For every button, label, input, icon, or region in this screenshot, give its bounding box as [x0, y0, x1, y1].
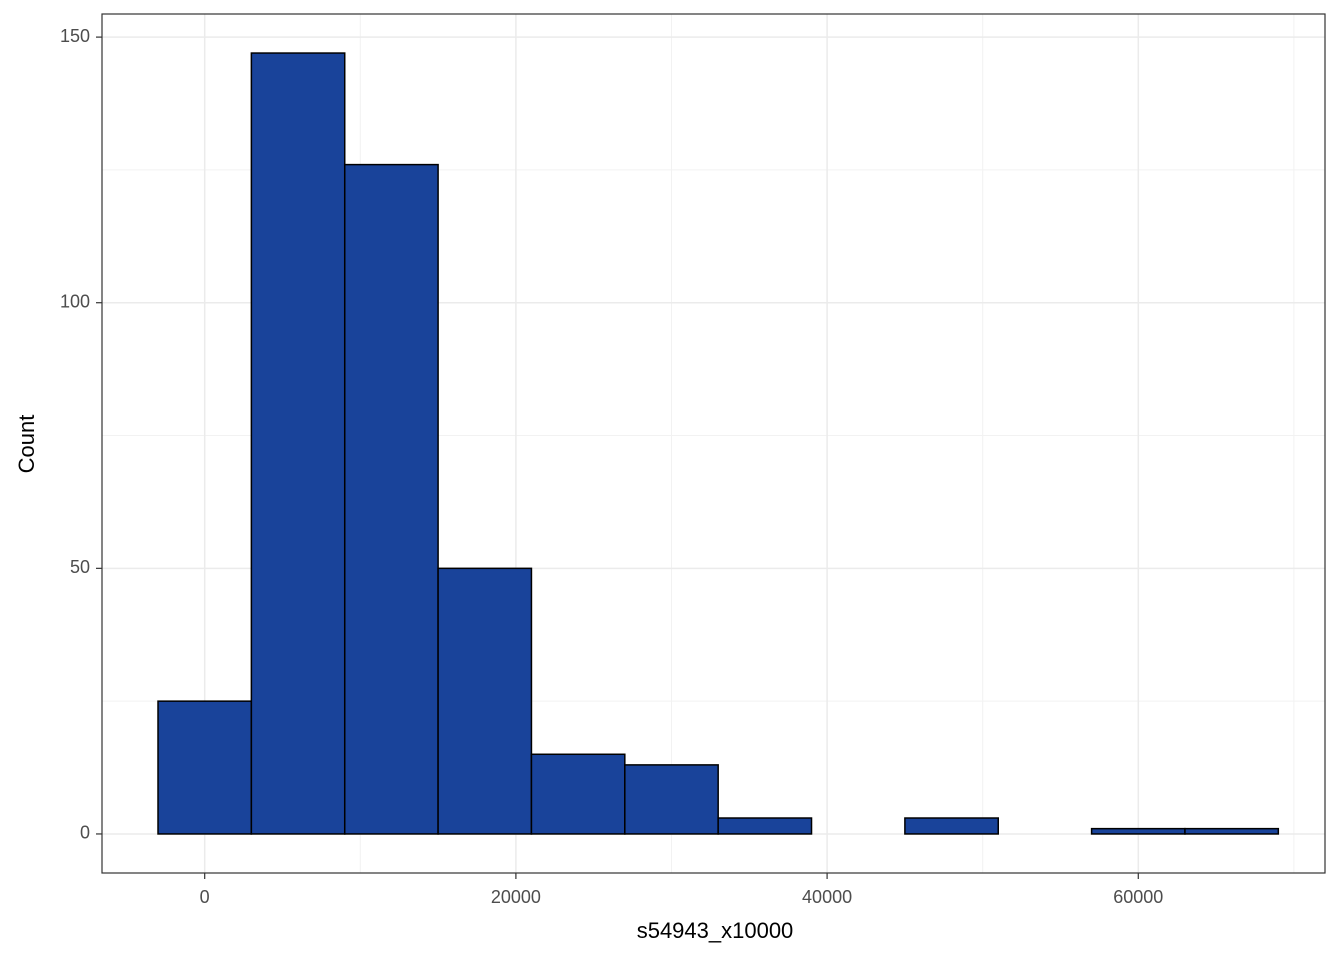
bar	[437, 567, 533, 835]
bar	[1184, 827, 1280, 835]
y-axis-title: Count	[14, 415, 39, 474]
x-tick-label: 40000	[802, 887, 852, 907]
y-tick-label: 50	[70, 557, 90, 577]
y-tick-label: 100	[60, 291, 90, 311]
bar	[1090, 827, 1186, 835]
x-tick-label: 60000	[1113, 887, 1163, 907]
bar	[250, 52, 346, 835]
x-axis-title: s54943_x10000	[637, 918, 794, 943]
bar	[530, 753, 626, 835]
bar	[157, 700, 253, 835]
y-tick-label: 0	[80, 823, 90, 843]
bar	[904, 817, 999, 835]
bar	[717, 817, 813, 835]
bar	[624, 764, 719, 835]
x-tick-label: 0	[200, 887, 210, 907]
panel-border	[101, 13, 1326, 874]
bar	[343, 163, 439, 835]
x-tick-label: 20000	[491, 887, 541, 907]
y-tick-label: 150	[60, 26, 90, 46]
